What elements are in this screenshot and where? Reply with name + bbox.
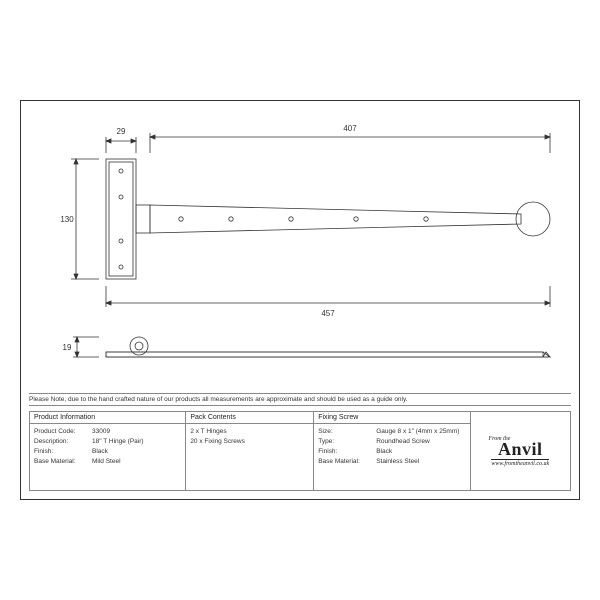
product-info-header: Product Information (30, 412, 185, 424)
pack-contents-header: Pack Contents (186, 412, 313, 424)
fixing-screw-column: Fixing Screw Size:Gauge 8 x 1" (4mm x 25… (314, 412, 470, 490)
pack-contents-column: Pack Contents 2 x T Hinges 20 x Fixing S… (186, 412, 314, 490)
dim-457: 457 (321, 309, 335, 318)
approximation-note: Please Note, due to the hand crafted nat… (29, 393, 571, 406)
dim-130: 130 (60, 215, 74, 224)
brand-logo: From the Anvil www.fromtheanvil.co.uk (471, 412, 570, 490)
product-information-column: Product Information Product Code:33009 D… (30, 412, 186, 490)
drawing-sheet: 29 407 130 457 19 Please Note, due to th… (20, 100, 580, 500)
dim-19: 19 (63, 343, 72, 352)
info-table: Product Information Product Code:33009 D… (29, 411, 571, 491)
technical-drawing: 29 407 130 457 19 (21, 101, 579, 391)
dim-407: 407 (343, 124, 357, 133)
fixing-screw-header: Fixing Screw (314, 412, 469, 424)
dim-29: 29 (117, 127, 126, 136)
